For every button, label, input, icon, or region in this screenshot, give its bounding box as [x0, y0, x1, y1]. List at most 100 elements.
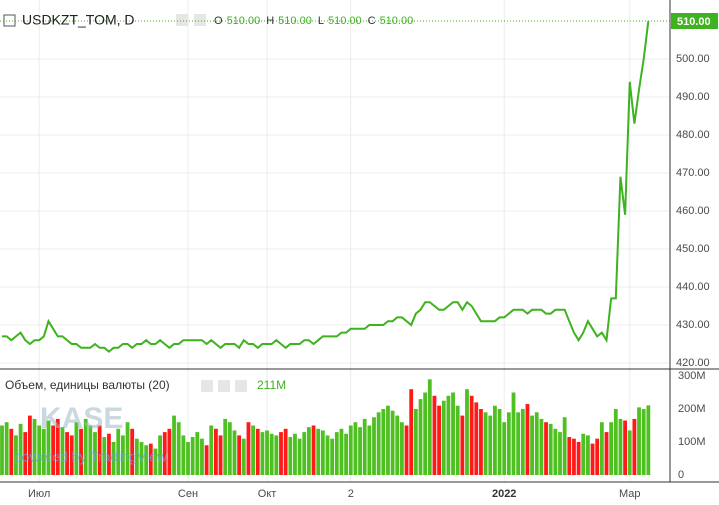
volume-bar [260, 432, 265, 475]
volume-bar [558, 432, 562, 475]
volume-bar [223, 418, 228, 475]
volume-bar [46, 420, 51, 475]
ohlc-value: 510.00 [227, 15, 261, 27]
volume-bar [334, 432, 339, 475]
volume-bar [330, 438, 335, 475]
settings-icon[interactable] [201, 380, 213, 392]
volume-bar [460, 415, 465, 475]
volume-bar [483, 412, 488, 475]
volume-bar [604, 432, 609, 475]
volume-bar [562, 417, 567, 475]
volume-bar [134, 438, 139, 475]
y-tick-label: 100M [678, 436, 706, 448]
volume-bar [162, 432, 167, 475]
volume-bar [576, 442, 581, 475]
volume-bar [274, 435, 279, 475]
volume-bar [400, 422, 404, 475]
volume-bar [423, 392, 428, 475]
volume-bar [590, 443, 595, 475]
y-tick-label: 460.00 [676, 205, 710, 217]
volume-bar [367, 425, 372, 475]
watermark: KASE [40, 402, 123, 435]
ohlc-label: C [368, 15, 376, 27]
volume-bar [265, 430, 269, 475]
volume-bar [413, 409, 418, 475]
volume-bar [214, 428, 218, 475]
ohlc-label: H [266, 15, 274, 27]
x-tick-label: Сен [178, 488, 198, 500]
volume-bar [474, 402, 479, 475]
volume-bar [209, 425, 214, 475]
volume-bar [572, 438, 576, 475]
y-tick-label: 450.00 [676, 243, 710, 255]
volume-bar [307, 427, 311, 475]
volume-bar [172, 415, 176, 475]
volume-bar [255, 428, 260, 475]
volume-bar [246, 422, 251, 475]
volume-last-value: 211M [257, 378, 286, 392]
volume-bar [344, 433, 348, 475]
volume-bar [451, 392, 455, 475]
volume-bar [581, 433, 586, 475]
volume-bar [139, 442, 144, 475]
x-tick-label: Окт [258, 488, 277, 500]
volume-bar [153, 448, 158, 475]
volume-bar [116, 428, 121, 475]
volume-bar [37, 425, 42, 475]
volume-bar [548, 423, 553, 475]
settings-icon[interactable] [176, 14, 188, 26]
settings-icon[interactable] [194, 14, 206, 26]
y-tick-label: 200M [678, 403, 706, 415]
volume-bar [395, 415, 400, 475]
x-tick-label: Мар [619, 488, 641, 500]
volume-bar [51, 425, 56, 475]
settings-icon[interactable] [218, 380, 230, 392]
y-tick-label: 420.00 [676, 357, 710, 369]
volume-bar [641, 409, 646, 475]
price-line [2, 20, 650, 353]
volume-bar [427, 379, 432, 475]
volume-bar [0, 425, 4, 475]
volume-bar [493, 405, 497, 475]
volume-bar [297, 438, 302, 475]
volume-bar [41, 428, 46, 475]
volume-bar [404, 425, 409, 475]
volume-bar [613, 409, 618, 475]
volume-bar [97, 425, 102, 475]
volume-bar [181, 435, 186, 475]
volume-bar [488, 415, 493, 475]
y-tick-label: 0 [678, 469, 684, 481]
volume-bar [55, 418, 60, 475]
settings-icon[interactable] [235, 380, 247, 392]
volume-bar [144, 445, 149, 475]
volume-bar [288, 437, 293, 475]
volume-bar [409, 389, 414, 475]
y-tick-label: 300M [678, 370, 706, 382]
volume-bar [530, 415, 534, 475]
ohlc-label: O [214, 15, 223, 27]
x-tick-label: 2 [348, 488, 354, 500]
volume-bar [586, 435, 590, 475]
ohlc-value: 510.00 [278, 15, 312, 27]
volume-bar [121, 435, 125, 475]
volume-bar [125, 422, 130, 475]
volume-bar [506, 412, 511, 475]
volume-bar [455, 405, 460, 475]
y-tick-label: 480.00 [676, 129, 710, 141]
volume-bar [241, 438, 246, 475]
volume-bar [269, 433, 274, 475]
volume-bar [441, 400, 446, 475]
ohlc-value: 510.00 [328, 15, 362, 27]
volume-bar [599, 422, 604, 475]
volume-title: Объем, единицы валюты (20) [5, 378, 170, 392]
volume-bar [218, 435, 223, 475]
ohlc-value: 510.00 [380, 15, 414, 27]
volume-bar [195, 432, 200, 475]
volume-bar [74, 422, 79, 475]
volume-bar [190, 437, 195, 475]
volume-bar [9, 428, 14, 475]
volume-bar [390, 410, 395, 475]
y-tick-label: 500.00 [676, 53, 710, 65]
